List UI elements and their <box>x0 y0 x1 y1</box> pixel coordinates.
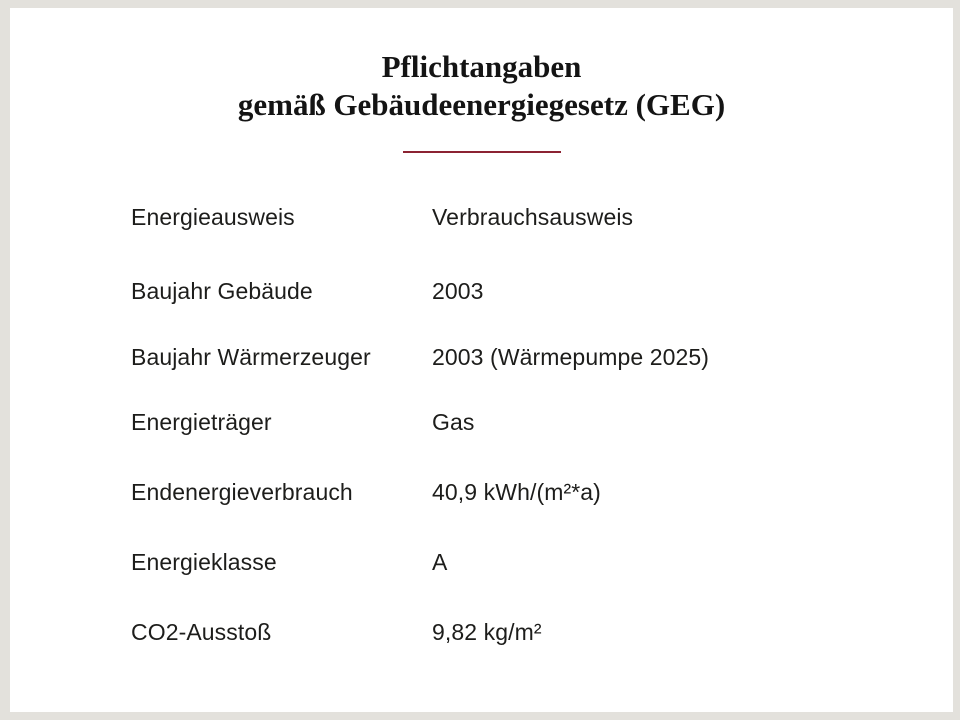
spec-label: Energieausweis <box>131 204 295 230</box>
spec-list: Energieausweis Verbrauchsausweis Baujahr… <box>131 202 913 647</box>
spec-value: 2003 <box>432 278 484 304</box>
spec-value: 40,9 kWh/(m²*a) <box>432 479 601 505</box>
spec-label: Energieklasse <box>131 549 277 575</box>
energy-certificate-card: Pflichtangaben gemäß Gebäudeenergiegeset… <box>10 8 953 712</box>
spec-value: Verbrauchsausweis <box>432 204 634 230</box>
spec-value: 2003 (Wärmepumpe 2025) <box>432 344 710 370</box>
spec-row: Energieträger Gas <box>131 407 913 437</box>
spec-row: Energieklasse A <box>131 547 913 577</box>
spec-label: Baujahr Wärmerzeuger <box>131 344 371 370</box>
spec-label: CO2-Ausstoß <box>131 619 272 645</box>
spec-row: CO2-Ausstoß 9,82 kg/m² <box>131 617 913 647</box>
spec-row: Endenergieverbrauch 40,9 kWh/(m²*a) <box>131 477 913 507</box>
spec-row: Energieausweis Verbrauchsausweis <box>131 202 913 232</box>
title-divider <box>402 151 561 153</box>
spec-row: Baujahr Wärmerzeuger 2003 (Wärmepumpe 20… <box>131 342 913 372</box>
page-title-line2: gemäß Gebäudeenergiegesetz (GEG) <box>237 87 726 122</box>
page-title-line1: Pflichtangaben <box>381 49 582 84</box>
spec-value: 9,82 kg/m² <box>432 619 542 645</box>
spec-row: Baujahr Gebäude 2003 <box>131 276 913 306</box>
spec-label: Baujahr Gebäude <box>131 278 313 304</box>
page-title: Pflichtangaben gemäß Gebäudeenergiegeset… <box>10 48 953 124</box>
spec-label: Endenergieverbrauch <box>131 479 353 505</box>
spec-value: Gas <box>432 409 475 435</box>
spec-value: A <box>432 549 448 575</box>
spec-label: Energieträger <box>131 409 272 435</box>
